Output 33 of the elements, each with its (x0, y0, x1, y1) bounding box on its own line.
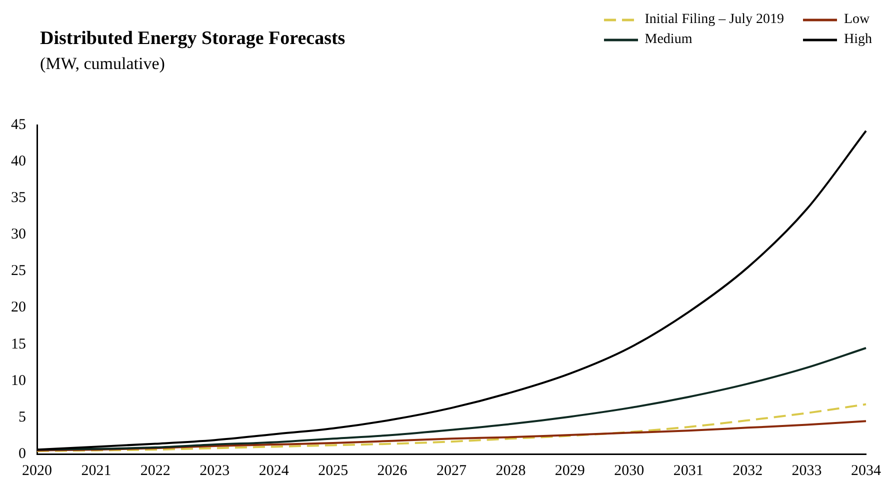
x-tick-label: 2033 (792, 462, 822, 479)
x-tick-label: 2026 (377, 462, 408, 479)
x-tick-label: 2024 (258, 462, 290, 479)
legend-label: High (844, 32, 872, 48)
x-tick-label: 2034 (851, 462, 882, 479)
y-tick-label: 45 (11, 116, 26, 133)
x-tick-label: 2029 (554, 462, 585, 479)
y-tick-label: 0 (18, 446, 26, 462)
x-tick-label: 2020 (22, 462, 52, 479)
legend-label: Initial Filing – July 2019 (644, 12, 784, 28)
y-tick-label: 40 (11, 153, 26, 170)
legend-label: Low (844, 12, 870, 28)
y-tick-label: 5 (18, 409, 26, 426)
legend-label: Medium (644, 32, 692, 48)
y-tick-label: 15 (11, 336, 26, 352)
x-tick-label: 2031 (673, 462, 704, 479)
x-tick-label: 2028 (496, 462, 526, 479)
x-tick-label: 2021 (81, 462, 112, 479)
chart-title: Distributed Energy Storage Forecasts (40, 28, 346, 50)
x-tick-label: 2025 (318, 462, 348, 479)
chart-subtitle: (MW, cumulative) (40, 54, 165, 74)
y-tick-label: 25 (11, 263, 26, 280)
y-tick-label: 10 (11, 372, 26, 389)
y-tick-label: 35 (11, 190, 26, 206)
x-tick-label: 2030 (614, 462, 644, 479)
line-series (36, 403, 867, 452)
y-tick-label: 20 (11, 300, 26, 316)
line-series (36, 420, 867, 452)
y-tick-label: 30 (11, 226, 26, 243)
x-tick-label: 2032 (732, 462, 763, 479)
x-tick-label: 2022 (140, 462, 170, 479)
x-tick-label: 2027 (436, 462, 467, 479)
x-tick-label: 2023 (200, 462, 230, 479)
